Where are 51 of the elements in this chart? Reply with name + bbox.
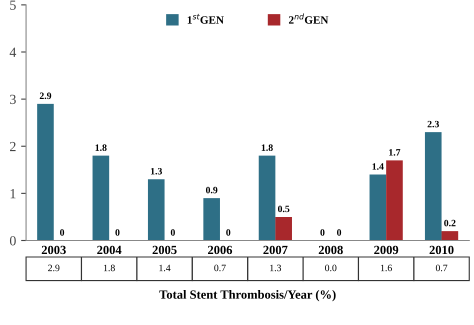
legend-label: 2$^{nd}$GEN	[288, 13, 328, 24]
x-tick-label: 2006	[208, 246, 232, 254]
bar	[92, 156, 110, 240]
bar	[386, 160, 403, 240]
data-label: 0	[226, 229, 230, 236]
bar	[275, 216, 292, 240]
legend-label: 1$^{st}$GEN	[188, 14, 224, 24]
data-label: 0	[320, 229, 325, 236]
x-tick-label: 2004	[97, 246, 122, 254]
data-label: 1.8	[96, 144, 107, 151]
x-tick-label: 2005	[152, 246, 177, 254]
y-tick-label: 0	[10, 236, 16, 246]
bar	[37, 104, 54, 240]
bar	[258, 156, 276, 240]
x-tick-label: 2009	[374, 246, 398, 254]
bar	[370, 174, 386, 240]
x-axis-title: Total Stent Thrombosis/Year (%)	[159, 290, 336, 302]
x-tick-label: 2007	[263, 246, 288, 254]
data-label: 2.9	[40, 92, 52, 100]
text: 1.6	[380, 264, 392, 272]
data-label: 2.3	[428, 120, 439, 128]
data-label: 1.3	[150, 168, 162, 175]
bar	[442, 231, 458, 240]
data-label: 0	[337, 229, 342, 236]
y-tick-label: 4	[10, 48, 16, 57]
data-label: 1.4	[372, 163, 384, 170]
x-tick-label: 2008	[318, 246, 343, 254]
text: 0.7	[436, 264, 448, 272]
data-label: 0.2	[444, 220, 456, 226]
bar	[148, 179, 165, 240]
y-tick-label: 1	[10, 189, 16, 198]
bar	[203, 198, 220, 240]
y-tick-label: 5	[10, 0, 16, 10]
y-tick-label: 3	[10, 94, 16, 104]
data-label: 0	[60, 229, 64, 236]
data-label: 1.7	[389, 149, 400, 156]
x-tick-label: 2010	[430, 246, 454, 254]
data-label: 0	[115, 229, 120, 236]
text: 1.3	[270, 264, 282, 272]
bar	[424, 132, 442, 240]
text: 1.8	[104, 264, 115, 272]
x-tick-label: 2003	[42, 246, 66, 254]
text: 0.0	[325, 264, 336, 272]
text: 0.7	[214, 264, 226, 272]
data-label: 0	[170, 229, 175, 236]
y-tick-label: 2	[10, 142, 16, 152]
text: 1.4	[159, 264, 170, 272]
text: 2.9	[48, 264, 60, 272]
data-label: 0.5	[278, 206, 290, 212]
data-label: 0.9	[206, 186, 218, 194]
data-label: 1.8	[262, 144, 273, 151]
